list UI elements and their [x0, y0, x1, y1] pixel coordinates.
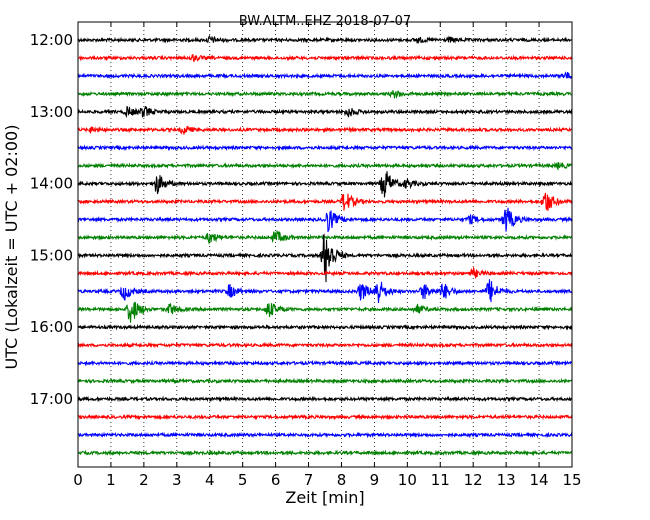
- x-tick-label: 0: [73, 471, 83, 489]
- x-tick-label: 3: [172, 471, 182, 489]
- x-tick-label: 10: [398, 471, 417, 489]
- trace-line: [77, 359, 573, 367]
- x-axis-ticks: 0 1 2 3 4 5 6 7 8 9 10 11 12 13 14 15: [73, 22, 582, 489]
- x-tick-label: 12: [464, 471, 483, 489]
- y-tick-label: 16:00: [30, 318, 73, 336]
- trace-line: [77, 71, 573, 80]
- x-tick-label: 6: [271, 471, 281, 489]
- trace-line: [77, 323, 573, 331]
- trace-line: [77, 90, 573, 100]
- x-tick-label: 1: [106, 471, 116, 489]
- x-tick-label: 8: [337, 471, 347, 489]
- x-tick-label: 5: [238, 471, 248, 489]
- trace-line: [77, 53, 573, 63]
- trace-line: [77, 230, 573, 245]
- trace-line: [77, 449, 573, 457]
- trace-line: [77, 106, 573, 119]
- trace-line: [77, 233, 573, 283]
- trace-line: [77, 413, 573, 421]
- x-tick-label: 11: [431, 471, 450, 489]
- trace-line: [77, 171, 573, 198]
- y-tick-label: 12:00: [30, 31, 73, 49]
- y-tick-label: 13:00: [30, 103, 73, 121]
- x-tick-label: 9: [370, 471, 380, 489]
- x-tick-label: 7: [304, 471, 314, 489]
- x-tick-label: 15: [562, 471, 581, 489]
- trace-line: [77, 266, 573, 280]
- y-tick-label: 15:00: [30, 246, 73, 264]
- trace-line: [77, 192, 573, 211]
- x-tick-label: 4: [205, 471, 215, 489]
- x-axis-label: Zeit [min]: [285, 488, 364, 507]
- trace-line: [77, 161, 573, 171]
- trace-line: [77, 207, 573, 233]
- x-tick-label: 2: [139, 471, 149, 489]
- trace-line: [77, 125, 573, 135]
- plot-frame: [77, 21, 573, 468]
- trace-line: [77, 301, 573, 323]
- y-tick-label: 17:00: [30, 390, 73, 408]
- y-axis-ticks: 12:00 13:00 14:00 15:00 16:00 17:00: [30, 31, 572, 408]
- y-tick-label: 14:00: [30, 175, 73, 193]
- trace-line: [77, 144, 573, 152]
- trace-line: [77, 431, 573, 439]
- trace-line: [77, 395, 573, 403]
- x-tick-label: 14: [530, 471, 549, 489]
- trace-line: [77, 34, 573, 44]
- trace-line: [77, 341, 573, 349]
- seismic-traces: [77, 34, 573, 457]
- y-axis-label: UTC (Lokalzeit = UTC + 02:00): [2, 125, 21, 370]
- trace-line: [77, 279, 573, 304]
- trace-line: [77, 377, 573, 385]
- x-tick-label: 13: [497, 471, 516, 489]
